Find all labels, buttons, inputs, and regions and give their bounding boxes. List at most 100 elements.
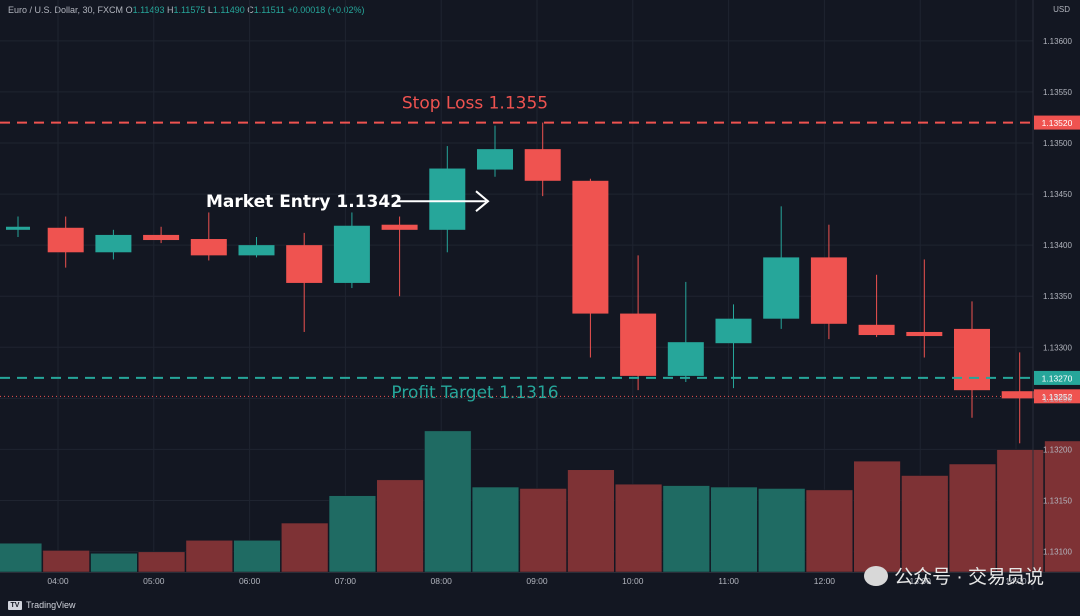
tradingview-logo-icon: TV [8,600,22,610]
price-label-text: 1.13520 [1042,118,1073,128]
time-tick-label: 14:00 [1005,576,1027,586]
time-tick-label: 09:00 [526,576,548,586]
candle-body [810,257,847,324]
time-tick-label: 08:00 [431,576,453,586]
price-tick-label: 1.13350 [1043,292,1072,301]
watermark: 公众号 · 交易员说 [864,562,1044,589]
candle-body [763,257,800,319]
time-tick-label: 05:00 [143,576,165,586]
volume-bar [1044,440,1080,573]
candle-body [1001,391,1038,399]
time-tick-label: 12:00 [814,576,836,586]
ohlc-close: 1.11511 [253,5,285,15]
price-tick-label: 1.13100 [1043,548,1072,557]
symbol-label: Euro / U.S. Dollar, 30, FXCM [8,5,124,15]
candle-body [143,234,180,241]
ohlc-high-key: H [166,5,174,15]
volume-bar [615,483,663,573]
price-tick-label: 1.13500 [1043,139,1072,148]
time-tick-label: 10:00 [622,576,644,586]
price-tick-label: 1.13450 [1043,190,1072,199]
ohlc-high: 1.11575 [173,5,206,15]
candle-body [954,328,990,391]
volume-bar [567,469,615,573]
candle-body [47,227,84,253]
candle-body [572,180,609,314]
ohlc-open: 1.11493 [132,5,165,15]
volume-bar [233,540,281,573]
brand-name: TradingView [26,600,76,610]
volume-bar [758,488,806,573]
candle-body [333,225,370,283]
price-tick-label: 1.13300 [1043,343,1072,352]
candle-body [858,324,895,336]
volume-bar [901,475,949,573]
volume-bar [805,489,853,573]
time-tick-label: 07:00 [335,576,357,586]
candles [6,122,1038,444]
profit-target-label: Profit Target 1.1316 [391,383,558,403]
candle-body [667,342,704,376]
ohlc-low: 1.11490 [212,5,245,15]
volume-bar [281,522,329,573]
watermark-text: 公众号 · 交易员说 [894,567,1044,588]
market-entry-arrow-head [475,190,490,212]
volume-bar [710,486,758,573]
price-tick-label: 1.13150 [1043,497,1072,506]
ohlc-open-key: O [125,5,133,15]
volume-bar [376,479,424,573]
volume-bar [853,460,901,573]
volume-bar [328,495,376,573]
time-axis[interactable]: 04:00 05:00 06:00 07:00 08:00 09:00 10:00 11:00… [0,572,1080,587]
wechat-icon [864,565,889,586]
candle-body [477,149,513,170]
candle-body [620,313,657,376]
candle-body [381,224,418,230]
price-label-box [1034,370,1080,385]
volume-bar [138,551,186,573]
volume-bar [519,488,567,573]
price-tick-label: 1.13400 [1043,241,1072,250]
price-label-text: 1.13270 [1042,373,1073,383]
time-tick-label: 06:00 [239,576,261,586]
price-levels: 1.13520 Stop Loss 1.1355 1.13270 Profit Tar… [0,94,1080,404]
volume-bars [0,430,1080,573]
time-tick-label: 11:00 [718,576,739,586]
currency-label[interactable]: USD [1053,5,1070,14]
price-tick-label: 1.13250 [1043,394,1072,403]
volume-bar [471,486,520,573]
price-tick-label: 1.13550 [1043,88,1072,97]
change-value: +0.00018 (+0.02%) [287,5,365,15]
candle-body [286,245,323,283]
candle-body [906,331,943,337]
time-tick-label: 13:00 [910,576,932,586]
price-label-box [1034,115,1080,130]
last-price-box [1034,389,1080,404]
volume-bar [948,463,997,573]
candle-body [190,239,227,256]
volume-bar [185,540,233,573]
candle-body [238,245,275,256]
volume-bar [424,430,472,573]
candle-body [95,234,132,253]
volume-bar [0,542,43,573]
stop-loss-label: Stop Loss 1.1355 [402,94,548,114]
ohlc-close-key: C [247,5,254,15]
market-entry-label: Market Entry 1.1342 [206,192,402,212]
candle-body [715,318,752,344]
volume-bar [662,485,710,573]
candle-body [6,226,30,230]
price-tick-label: 1.13600 [1043,37,1072,46]
time-tick-label: 04:00 [47,576,69,586]
price-axis[interactable]: 1.13600 1.13550 1.13500 1.13450 1.13400 1.133… [1032,0,1072,590]
volume-bar [90,553,138,573]
candle-body [524,149,561,181]
tradingview-brand[interactable]: TV TradingView [8,600,76,610]
volume-bar [996,449,1044,573]
price-tick-label: 1.13200 [1043,445,1072,454]
candle-body [429,168,466,230]
ohlc-low-key: L [207,5,213,15]
last-price-text: 1.13252 [1042,392,1073,402]
volume-bar [42,550,90,573]
